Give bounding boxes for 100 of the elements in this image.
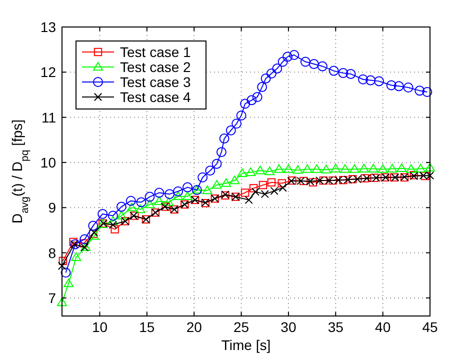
x-tick-label: 25: [233, 319, 250, 335]
point: [328, 66, 339, 76]
point: [328, 176, 337, 185]
point: [69, 238, 78, 246]
point: [98, 208, 108, 219]
point: [205, 166, 216, 176]
point: [135, 204, 146, 214]
point: [340, 164, 350, 173]
x-tick-label: 45: [422, 319, 438, 335]
point: [110, 225, 119, 234]
point: [422, 87, 432, 98]
point: [173, 186, 184, 196]
point: [246, 95, 257, 106]
point: [236, 110, 246, 121]
point: [232, 118, 242, 129]
point: [126, 202, 137, 212]
point: [358, 74, 368, 84]
point: [126, 196, 136, 206]
point: [339, 176, 348, 184]
point: [257, 82, 268, 92]
point: [249, 184, 258, 192]
point: [394, 81, 404, 92]
point: [260, 73, 271, 84]
point: [403, 82, 414, 93]
point: [278, 56, 288, 67]
point: [88, 220, 98, 231]
point: [266, 68, 276, 79]
point: [116, 210, 126, 220]
point: [321, 164, 332, 174]
x-tick-label: 15: [139, 319, 155, 335]
point: [348, 175, 357, 184]
point: [299, 176, 308, 186]
point: [289, 50, 300, 60]
point: [144, 192, 155, 202]
point: [60, 268, 71, 278]
point: [64, 278, 74, 288]
point: [202, 185, 212, 194]
point: [240, 188, 250, 197]
point: [251, 188, 260, 196]
point: [368, 164, 378, 172]
point: [396, 163, 407, 172]
point: [108, 210, 118, 221]
point: [212, 180, 222, 189]
point: [358, 164, 369, 172]
point: [136, 197, 146, 208]
point: [374, 76, 384, 86]
y-tick-label: 8: [48, 244, 56, 261]
legend-label: Test case 4: [120, 89, 192, 105]
point: [154, 196, 164, 205]
point: [267, 178, 276, 186]
point: [330, 164, 341, 172]
point: [173, 191, 184, 200]
point: [270, 186, 278, 196]
point: [226, 125, 236, 136]
point: [212, 158, 222, 169]
point: [278, 184, 287, 192]
point: [80, 239, 88, 248]
point: [414, 86, 425, 96]
point: [425, 162, 435, 172]
point: [350, 164, 360, 173]
point: [312, 164, 322, 173]
y-tick-label: 9: [48, 200, 56, 216]
point: [387, 164, 398, 172]
point: [182, 182, 192, 192]
point: [182, 191, 192, 200]
x-tick-label: 40: [375, 319, 391, 335]
point: [416, 164, 426, 172]
legend-label: Test case 3: [120, 74, 192, 90]
point: [244, 196, 253, 204]
y-tick-label: 10: [40, 154, 56, 170]
point: [58, 262, 66, 270]
y-tick-label: 7: [48, 290, 56, 306]
point: [252, 92, 262, 102]
point: [164, 197, 174, 206]
point: [71, 252, 82, 261]
point: [308, 178, 318, 186]
point: [80, 234, 90, 244]
point: [346, 68, 356, 79]
x-tick-label: 20: [186, 319, 202, 335]
point: [282, 52, 293, 62]
point: [308, 59, 319, 70]
legend-label: Test case 2: [120, 59, 192, 75]
legend-label: Test case 1: [120, 44, 192, 60]
point: [264, 166, 275, 176]
point: [237, 168, 248, 177]
point: [258, 180, 268, 190]
point: [57, 297, 67, 306]
y-tick-label: 13: [40, 19, 56, 35]
point: [300, 56, 310, 67]
point: [240, 98, 250, 109]
point: [260, 190, 269, 198]
point: [219, 134, 230, 144]
point: [302, 164, 312, 173]
point: [366, 75, 376, 86]
point: [255, 166, 266, 174]
point: [221, 178, 232, 187]
point: [198, 172, 208, 182]
point: [116, 202, 126, 212]
x-axis-title: Time [s]: [221, 337, 271, 353]
point: [216, 147, 226, 158]
